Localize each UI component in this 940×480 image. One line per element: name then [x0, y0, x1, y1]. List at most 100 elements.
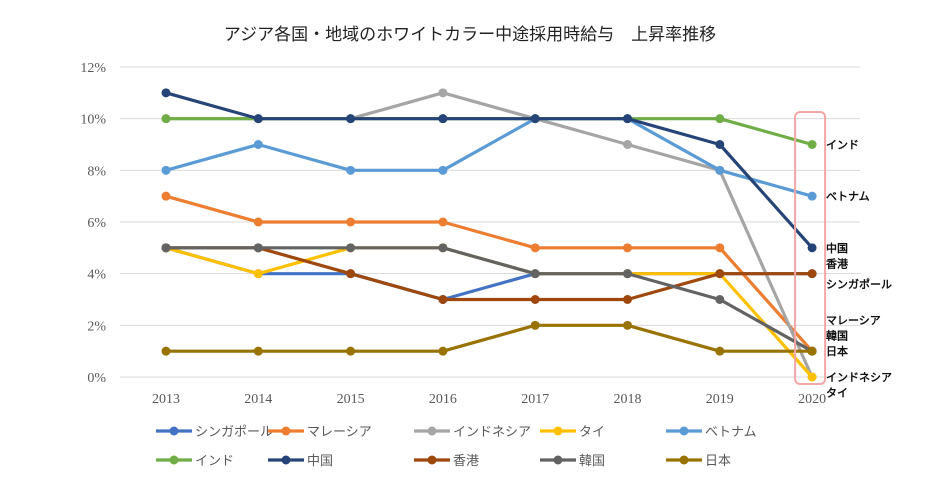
legend-label: ベトナム [705, 425, 757, 440]
data-point [346, 165, 356, 175]
x-tick-label: 2020 [798, 392, 826, 407]
legend-label: シンガポール [195, 425, 273, 440]
x-tick-label: 2013 [152, 392, 180, 407]
end-label: インドネシア [826, 371, 892, 384]
legend-swatch-marker [169, 426, 179, 436]
legend-label: インドネシア [453, 425, 531, 440]
legend-label: マレーシア [307, 425, 372, 440]
legend-label: タイ [579, 425, 605, 440]
data-point [715, 269, 725, 279]
legend-item: 香港 [414, 454, 479, 469]
data-point [253, 243, 263, 253]
series-lines [161, 88, 817, 382]
x-tick-label: 2019 [706, 392, 734, 407]
data-point [346, 217, 356, 227]
legend-item: 日本 [666, 454, 731, 469]
data-point [623, 114, 632, 124]
end-label: 日本 [826, 344, 848, 358]
data-point [530, 320, 540, 330]
legend-label: 香港 [453, 454, 479, 469]
data-point [161, 346, 171, 356]
data-point [715, 295, 725, 304]
y-tick-label: 0% [87, 371, 106, 386]
legend-item: シンガポール [156, 425, 273, 440]
data-point [346, 346, 356, 356]
series-line [166, 323, 813, 353]
data-point [161, 191, 171, 201]
data-point [715, 114, 725, 124]
data-point [253, 217, 263, 227]
y-tick-label: 2% [87, 319, 106, 334]
end-label: インド [826, 139, 859, 152]
series-line [166, 117, 813, 147]
series-ベトナム [161, 114, 817, 201]
data-point [715, 243, 725, 253]
data-point [530, 269, 540, 279]
data-point [253, 114, 263, 124]
data-point [161, 114, 171, 124]
series-line [165, 246, 814, 379]
legend-swatch-marker [169, 455, 179, 465]
data-point [253, 346, 263, 356]
legend-label: 韓国 [579, 454, 605, 469]
series-日本 [161, 320, 817, 356]
data-point [807, 140, 817, 149]
legend-item: 中国 [268, 454, 333, 469]
data-point [438, 165, 448, 175]
data-point [807, 243, 817, 253]
data-point [530, 243, 540, 253]
data-point [715, 346, 725, 356]
x-tick-label: 2016 [429, 392, 457, 407]
chart-title: アジア各国・地域のホワイトカラー中途採用時給与 上昇率推移 [224, 25, 716, 45]
series-line [165, 194, 814, 353]
data-point [807, 346, 817, 356]
x-axis-ticks: 2013 2014 2015 2016 2017 2018 2019 2020 [152, 392, 826, 407]
data-point [623, 243, 632, 253]
data-point [346, 243, 356, 253]
legend-swatch-marker [553, 426, 563, 436]
legend-swatch-marker [553, 455, 563, 465]
data-point [807, 191, 817, 201]
x-tick-label: 2014 [244, 392, 272, 407]
gridlines [120, 66, 860, 378]
legend-item: タイ [540, 425, 605, 440]
x-tick-label: 2017 [521, 392, 549, 407]
end-label: 中国 [826, 241, 848, 255]
data-point [530, 295, 540, 304]
data-point [438, 114, 448, 124]
data-point [438, 243, 448, 253]
data-point [807, 372, 817, 382]
legend-swatch-marker [281, 455, 291, 465]
legend-swatch-marker [427, 455, 437, 465]
y-tick-label: 4% [87, 268, 106, 283]
end-label: 香港 [825, 256, 849, 270]
data-point [715, 140, 725, 149]
data-point [161, 243, 171, 253]
series-line [166, 246, 813, 353]
end-label: シンガポール [826, 277, 892, 291]
legend-label: 日本 [705, 454, 731, 469]
y-axis-ticks: 0% 2% 4% 6% 8% 10% 12% [80, 61, 106, 386]
series-マレーシア [161, 191, 817, 356]
legend-item: インドネシア [414, 425, 531, 440]
highlight-rect [794, 111, 827, 385]
x-tick-label: 2018 [614, 392, 642, 407]
data-point [161, 165, 171, 175]
legend-swatch-marker [679, 426, 689, 436]
series-line [166, 246, 813, 302]
series-line [165, 91, 814, 249]
data-point [438, 346, 448, 356]
legend-swatch-marker [281, 426, 291, 436]
legend-item: マレーシア [268, 425, 372, 440]
data-point [715, 165, 725, 175]
y-tick-label: 12% [80, 61, 106, 76]
y-tick-label: 8% [87, 164, 106, 179]
data-point [438, 217, 448, 227]
legend-swatch-marker [427, 426, 437, 436]
data-point [253, 269, 263, 279]
data-point [623, 269, 632, 279]
legend-swatch-marker [679, 455, 689, 465]
